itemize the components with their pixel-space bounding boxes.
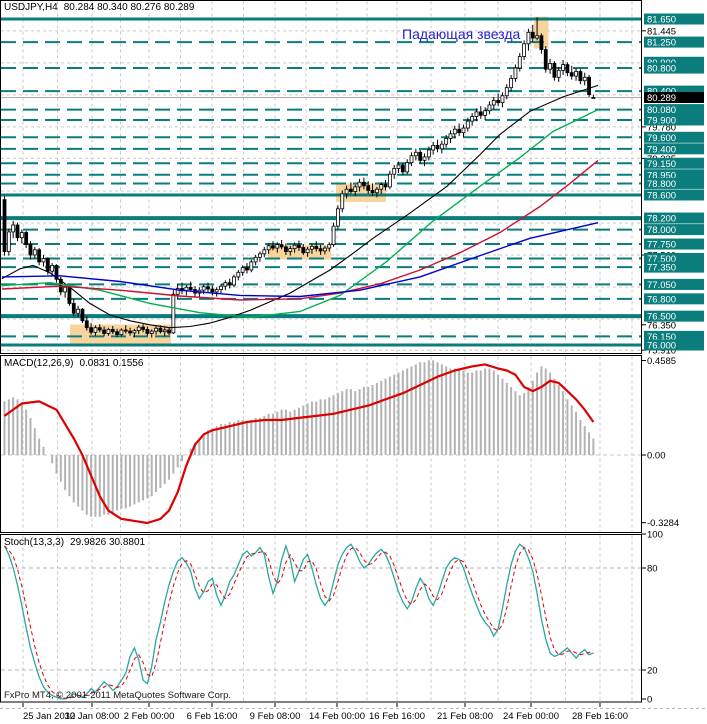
svg-text:81.650: 81.650 — [647, 15, 676, 26]
ma-blue — [1, 222, 599, 298]
svg-text:78.950: 78.950 — [647, 170, 676, 181]
svg-text:80.800: 80.800 — [647, 64, 676, 75]
svg-text:100: 100 — [647, 530, 663, 541]
ma-green — [1, 108, 599, 319]
svg-text:24 Feb 00:00: 24 Feb 00:00 — [503, 711, 559, 722]
svg-text:77.750: 77.750 — [647, 240, 676, 251]
svg-text:79.600: 79.600 — [647, 133, 676, 144]
svg-text:2 Feb 00:00: 2 Feb 00:00 — [124, 711, 175, 722]
svg-text:78.000: 78.000 — [647, 225, 676, 236]
svg-text:76.500: 76.500 — [647, 312, 676, 323]
current-price-badge — [644, 92, 704, 104]
svg-text:-0.3284: -0.3284 — [647, 518, 679, 529]
ma-fast-black — [1, 84, 599, 329]
svg-text:77.050: 77.050 — [647, 280, 676, 291]
svg-text:76.000: 76.000 — [647, 341, 676, 352]
svg-text:79.150: 79.150 — [647, 159, 676, 170]
stoch-values: 29.9826 30.8801 — [70, 537, 146, 548]
svg-text:80.080: 80.080 — [647, 105, 676, 116]
stoch-k-line — [3, 543, 594, 700]
macd-signal-line — [3, 363, 595, 525]
svg-text:78.200: 78.200 — [647, 214, 676, 225]
svg-text:0.4585: 0.4585 — [647, 356, 676, 367]
svg-text:80.289: 80.289 — [647, 93, 676, 104]
svg-text:78.800: 78.800 — [647, 179, 676, 190]
svg-text:28 Feb 16:00: 28 Feb 16:00 — [572, 711, 628, 722]
svg-text:25 Jan 2012: 25 Jan 2012 — [23, 711, 75, 722]
copyright-label: FxPro MT4, © 2001-2011 MetaQuotes Softwa… — [4, 690, 232, 701]
stoch-indicator-label: Stoch(13,3,3) 29.9826 30.8801 — [4, 537, 151, 548]
stoch-layer — [1, 543, 641, 700]
candles-layer — [2, 17, 596, 338]
svg-text:0: 0 — [647, 695, 652, 706]
svg-text:77.500: 77.500 — [647, 254, 676, 265]
svg-text:30 Jan 08:00: 30 Jan 08:00 — [65, 711, 120, 722]
svg-text:80: 80 — [647, 564, 658, 575]
svg-text:75.910: 75.910 — [647, 346, 676, 357]
svg-text:9 Feb 08:00: 9 Feb 08:00 — [250, 711, 301, 722]
stoch-panel[interactable] — [0, 534, 642, 703]
macd-values: 0.0831 0.1556 — [79, 358, 144, 369]
ohlc-values-label: 80.284 80.340 80.276 80.289 — [63, 2, 195, 13]
pattern-annotation-text: Падающая звезда — [402, 26, 521, 42]
ma-red — [1, 159, 599, 301]
svg-text:6 Feb 16:00: 6 Feb 16:00 — [187, 711, 238, 722]
stoch-d-line — [4, 545, 594, 699]
svg-text:77.350: 77.350 — [647, 263, 676, 274]
moving-averages-layer — [1, 84, 599, 329]
vertical-gridlines — [22, 1, 633, 701]
svg-text:81.250: 81.250 — [647, 38, 676, 49]
svg-text:0.00: 0.00 — [647, 451, 666, 462]
svg-text:78.600: 78.600 — [647, 190, 676, 201]
symbol-period-label: USDJPY,H4 — [4, 2, 58, 13]
svg-text:79.400: 79.400 — [647, 144, 676, 155]
svg-text:81.445: 81.445 — [647, 26, 676, 37]
svg-text:76.150: 76.150 — [647, 332, 676, 343]
chart-title: USDJPY,H4 80.284 80.340 80.276 80.289 — [4, 2, 200, 13]
svg-text:79.900: 79.900 — [647, 115, 676, 126]
svg-text:79.780: 79.780 — [647, 122, 676, 133]
svg-text:16 Feb 16:00: 16 Feb 16:00 — [369, 711, 425, 722]
price-axis[interactable]: 81.44579.78079.23577.56076.35075.91081.6… — [641, 13, 704, 706]
stoch-name: Stoch(13,3,3) — [4, 537, 65, 548]
macd-indicator-label: MACD(12,26,9) 0.0831 0.1556 — [4, 358, 149, 369]
svg-text:20: 20 — [647, 666, 658, 677]
svg-text:76.800: 76.800 — [647, 294, 676, 305]
macd-name: MACD(12,26,9) — [4, 358, 74, 369]
support-resistance-levels — [1, 17, 641, 347]
svg-text:21 Feb 08:00: 21 Feb 08:00 — [437, 711, 493, 722]
macd-layer — [1, 360, 641, 525]
svg-text:76.350: 76.350 — [647, 320, 676, 331]
svg-text:14 Feb 00:00: 14 Feb 00:00 — [309, 711, 365, 722]
